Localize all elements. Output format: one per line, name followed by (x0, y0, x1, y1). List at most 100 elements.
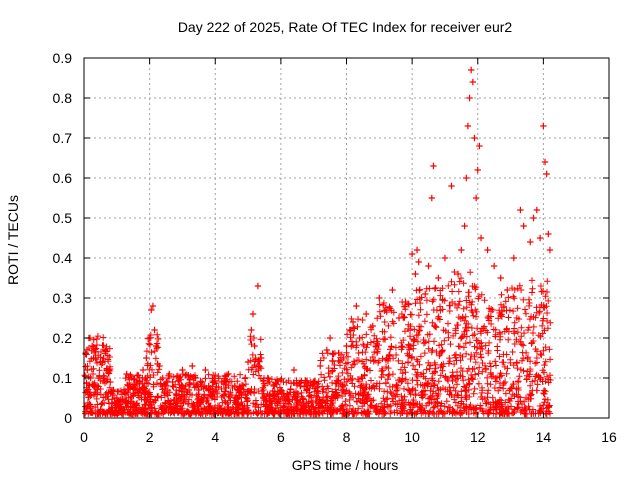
data-point (123, 370, 130, 378)
data-point (249, 310, 257, 318)
data-point (231, 382, 239, 390)
data-point (195, 386, 203, 394)
x-tick-label: 6 (277, 429, 285, 445)
y-tick-label: 0.5 (53, 210, 73, 226)
data-point (248, 326, 255, 334)
x-tick-label: 16 (601, 429, 617, 445)
data-point (458, 246, 465, 254)
data-point (310, 378, 317, 386)
data-points-layer (82, 66, 554, 406)
y-tick-label: 0.4 (53, 250, 73, 266)
data-point (218, 378, 226, 386)
data-point (504, 286, 511, 294)
data-point (192, 374, 199, 382)
data-point (448, 182, 455, 190)
data-point (441, 254, 449, 262)
data-point (353, 302, 360, 310)
data-point (476, 142, 483, 150)
data-point (469, 78, 477, 86)
data-point (461, 222, 468, 230)
y-tick-label: 0.6 (53, 170, 73, 186)
data-point (428, 194, 436, 202)
data-point (133, 378, 140, 386)
data-point (536, 234, 544, 242)
data-point (527, 238, 534, 246)
data-point (346, 326, 353, 334)
data-point (471, 134, 478, 142)
data-point (179, 366, 186, 374)
x-tick-label: 4 (211, 429, 219, 445)
data-point (238, 390, 245, 398)
data-point (97, 358, 104, 366)
data-point (92, 354, 99, 362)
data-point (474, 166, 481, 174)
data-point (540, 122, 547, 130)
x-tick-label: 12 (470, 429, 486, 445)
data-point (520, 222, 527, 230)
data-point (143, 354, 150, 362)
data-point (225, 370, 232, 378)
data-point (497, 274, 504, 282)
data-point (113, 394, 121, 402)
data-point (430, 162, 437, 170)
data-point (317, 362, 324, 370)
data-point (533, 206, 541, 214)
data-point (467, 66, 475, 74)
data-point (175, 374, 183, 382)
data-point (412, 270, 419, 278)
data-point (110, 386, 117, 394)
data-point (297, 382, 304, 390)
tick-label-layer: 0 2 4 6 8 10 12 14 16 0 0.1 0.2 0.3 0.4 0.5 0.6 0.7 0.8 0.… (53, 50, 617, 445)
data-point (477, 234, 485, 242)
data-point (162, 382, 170, 390)
data-point (205, 382, 212, 390)
x-tick-label: 8 (343, 429, 351, 445)
y-axis-label: ROTI / TECUs (5, 195, 21, 285)
y-tick-label: 0.9 (53, 50, 73, 66)
data-point (490, 262, 498, 270)
data-point (376, 294, 383, 302)
data-point (107, 378, 114, 386)
data-point (100, 374, 107, 382)
data-point (93, 390, 101, 398)
data-point (541, 158, 549, 166)
data-point (382, 306, 390, 314)
x-tick-label: 14 (536, 429, 552, 445)
data-point (389, 286, 396, 294)
data-point (413, 246, 421, 254)
data-point (152, 342, 160, 350)
data-point (271, 382, 278, 390)
data-point (464, 122, 472, 130)
data-point (146, 334, 153, 342)
data-point (264, 374, 271, 382)
data-point (425, 262, 432, 270)
x-axis-label: GPS time / hours (292, 457, 399, 473)
data-point (472, 194, 480, 202)
grid-layer (84, 58, 609, 418)
x-tick-label: 2 (146, 429, 154, 445)
data-point (323, 346, 331, 354)
data-point (244, 358, 252, 366)
data-point (148, 306, 155, 314)
data-point (208, 390, 216, 398)
data-point (172, 390, 180, 398)
data-point (435, 274, 442, 282)
data-point (484, 246, 491, 254)
tick-layer (83, 57, 610, 419)
bulk-points-layer (81, 268, 554, 418)
data-point (169, 378, 176, 386)
y-tick-label: 0.3 (53, 290, 73, 306)
data-point (139, 366, 147, 374)
data-point (530, 214, 537, 222)
data-point (126, 382, 134, 390)
data-point (326, 334, 334, 342)
data-point (408, 250, 416, 258)
data-point (517, 206, 524, 214)
data-point (166, 370, 173, 378)
data-point (116, 398, 124, 406)
data-point (257, 354, 265, 362)
data-point (189, 362, 196, 370)
data-point (303, 386, 311, 394)
data-point (336, 358, 344, 366)
